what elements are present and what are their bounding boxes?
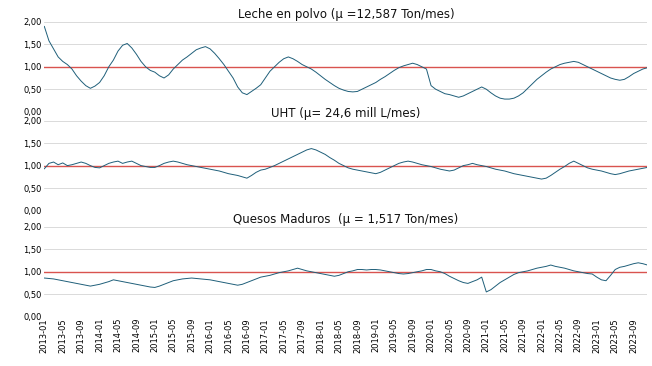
Title: Quesos Maduros  (μ = 1,517 Ton/mes): Quesos Maduros (μ = 1,517 Ton/mes) <box>233 213 458 226</box>
Title: UHT (μ= 24,6 mill L/mes): UHT (μ= 24,6 mill L/mes) <box>271 107 421 120</box>
Title: Leche en polvo (μ =12,587 Ton/mes): Leche en polvo (μ =12,587 Ton/mes) <box>237 8 454 21</box>
